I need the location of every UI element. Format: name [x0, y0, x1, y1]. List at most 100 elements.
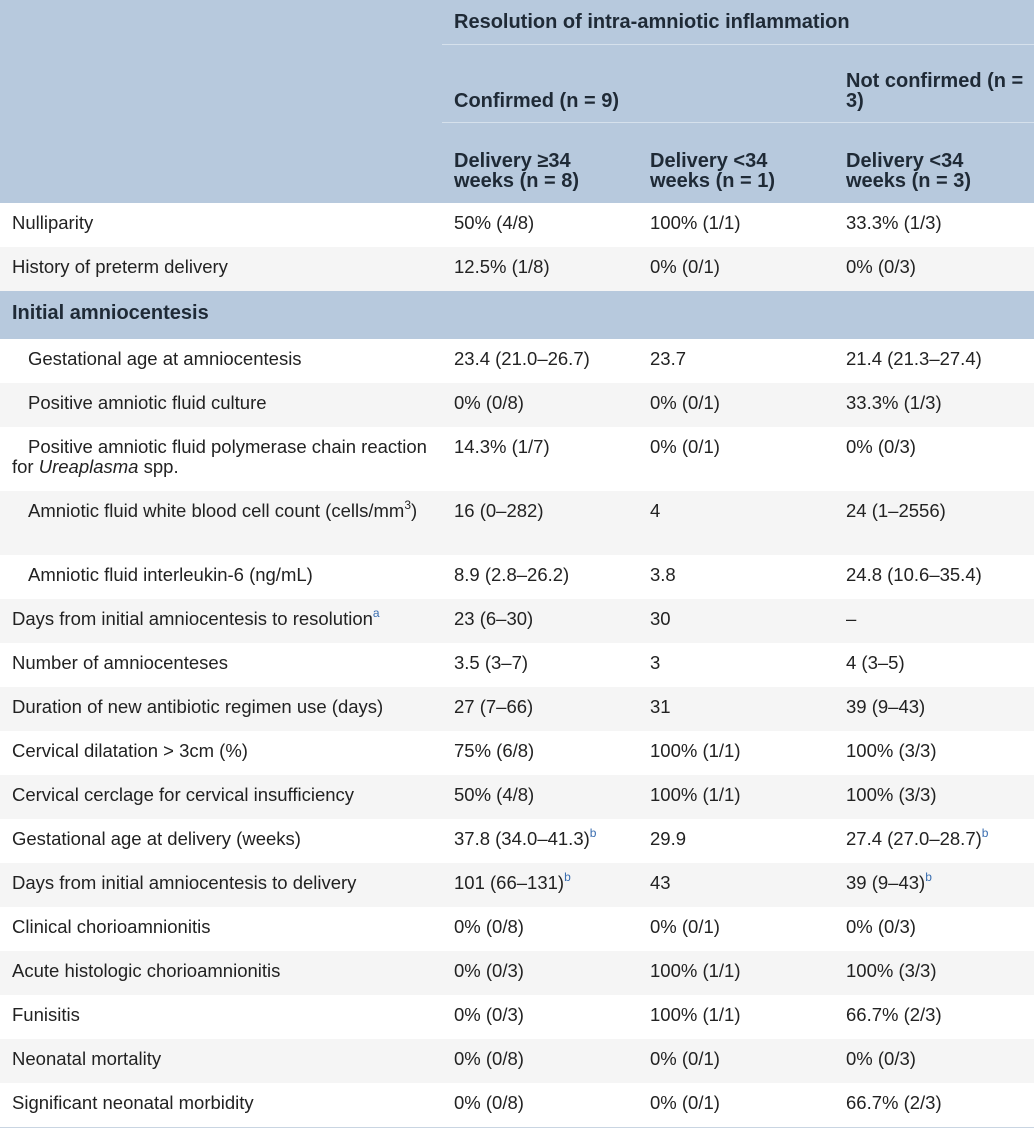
cell-value: 66.7% (2/3) — [834, 1083, 1034, 1128]
row-label-text: Days from initial amniocentesis to resol… — [12, 608, 373, 629]
cell-value: 37.8 (34.0–41.3)b — [442, 819, 638, 863]
table-row: Gestational age at delivery (weeks) 37.8… — [0, 819, 1034, 863]
cell-value: 4 (3–5) — [834, 643, 1034, 687]
table-row: Positive amniotic fluid polymerase chain… — [0, 427, 1034, 491]
table-row: Funisitis 0% (0/3) 100% (1/1) 66.7% (2/3… — [0, 995, 1034, 1039]
cell-value: 0% (0/1) — [638, 383, 834, 427]
footnote-link[interactable]: b — [589, 825, 597, 840]
cell-value: 0% (0/8) — [442, 907, 638, 951]
cell-value: 27.4 (27.0–28.7)b — [834, 819, 1034, 863]
table-row: Amniotic fluid interleukin-6 (ng/mL) 8.9… — [0, 555, 1034, 599]
cell-value: 100% (3/3) — [834, 951, 1034, 995]
group-header-title: Resolution of intra-amniotic inflammatio… — [442, 0, 1034, 45]
cell-value: – — [834, 599, 1034, 643]
cell-value: 27 (7–66) — [442, 687, 638, 731]
row-label-italic: Ureaplasma — [38, 456, 139, 477]
cell-value-text: 101 (66–131) — [454, 872, 565, 893]
table-row: Nulliparity 50% (4/8) 100% (1/1) 33.3% (… — [0, 203, 1034, 247]
cell-value: 16 (0–282) — [442, 491, 638, 555]
footnote-link[interactable]: b — [981, 825, 989, 840]
cell-value: 50% (4/8) — [442, 203, 638, 247]
column-header-delivery-lt34-not-confirmed: Delivery <34 weeks (n = 3) — [834, 122, 1034, 203]
table-body: Nulliparity 50% (4/8) 100% (1/1) 33.3% (… — [0, 203, 1034, 1128]
footnote-link[interactable]: a — [372, 605, 380, 620]
cell-value-text: 39 (9–43) — [846, 872, 926, 893]
column-header-delivery-lt34-confirmed: Delivery <34 weeks (n = 1) — [638, 122, 834, 203]
cell-value: 66.7% (2/3) — [834, 995, 1034, 1039]
cell-value: 29.9 — [638, 819, 834, 863]
row-label: Amniotic fluid interleukin-6 (ng/mL) — [0, 555, 442, 599]
cell-value: 0% (0/1) — [638, 907, 834, 951]
cell-value: 24 (1–2556) — [834, 491, 1034, 555]
section-row: Initial amniocentesis — [0, 291, 1034, 339]
cell-value: 4 — [638, 491, 834, 555]
row-label: Positive amniotic fluid polymerase chain… — [0, 427, 442, 491]
cell-value: 23 (6–30) — [442, 599, 638, 643]
row-label-text: Positive amniotic fluid polymerase chain… — [12, 436, 427, 477]
table-row: History of preterm delivery 12.5% (1/8) … — [0, 247, 1034, 291]
row-label: Days from initial amniocentesis to deliv… — [0, 863, 442, 907]
cell-value: 100% (3/3) — [834, 775, 1034, 819]
cell-value: 39 (9–43)b — [834, 863, 1034, 907]
row-label: Number of amniocenteses — [0, 643, 442, 687]
table-row: Duration of new antibiotic regimen use (… — [0, 687, 1034, 731]
cell-value: 0% (0/3) — [442, 951, 638, 995]
cell-value: 100% (1/1) — [638, 995, 834, 1039]
table-row: Cervical dilatation > 3cm (%) 75% (6/8) … — [0, 731, 1034, 775]
cell-value: 0% (0/1) — [638, 1039, 834, 1083]
row-label-text: ) — [411, 500, 418, 521]
cell-value: 8.9 (2.8–26.2) — [442, 555, 638, 599]
cell-value: 100% (1/1) — [638, 203, 834, 247]
row-label: Neonatal mortality — [0, 1039, 442, 1083]
footnote-link[interactable]: b — [925, 869, 932, 884]
cell-value: 12.5% (1/8) — [442, 247, 638, 291]
cell-value: 43 — [638, 863, 834, 907]
table-row: Neonatal mortality 0% (0/8) 0% (0/1) 0% … — [0, 1039, 1034, 1083]
cell-value: 24.8 (10.6–35.4) — [834, 555, 1034, 599]
cell-value: 21.4 (21.3–27.4) — [834, 339, 1034, 383]
cell-value: 100% (1/1) — [638, 731, 834, 775]
cell-value-text: 37.8 (34.0–41.3) — [454, 828, 590, 849]
table-row: Days from initial amniocentesis to resol… — [0, 599, 1034, 643]
row-label-text: Amniotic fluid white blood cell count (c… — [28, 500, 405, 521]
cell-value: 50% (4/8) — [442, 775, 638, 819]
table-row: Acute histologic chorioamnionitis 0% (0/… — [0, 951, 1034, 995]
footnote-link[interactable]: b — [564, 869, 571, 884]
cell-value: 100% (3/3) — [834, 731, 1034, 775]
header-corner-cell — [0, 44, 442, 123]
cell-value: 30 — [638, 599, 834, 643]
cell-value: 0% (0/3) — [834, 1039, 1034, 1083]
row-label: Clinical chorioamnionitis — [0, 907, 442, 951]
row-label: Cervical dilatation > 3cm (%) — [0, 731, 442, 775]
cell-value: 100% (1/1) — [638, 951, 834, 995]
not-confirmed-header: Not confirmed (n = 3) — [834, 44, 1034, 123]
header-corner-cell — [0, 122, 442, 203]
cell-value: 33.3% (1/3) — [834, 203, 1034, 247]
cell-value: 3.8 — [638, 555, 834, 599]
cell-value: 0% (0/3) — [834, 247, 1034, 291]
row-label-text: spp. — [143, 456, 179, 477]
row-label: Gestational age at amniocentesis — [0, 339, 442, 383]
cell-value: 31 — [638, 687, 834, 731]
row-label: Significant neonatal morbidity — [0, 1083, 442, 1128]
cell-value: 0% (0/1) — [638, 247, 834, 291]
row-label: Amniotic fluid white blood cell count (c… — [0, 491, 442, 555]
row-label: Cervical cerclage for cervical insuffici… — [0, 775, 442, 819]
table-row: Number of amniocenteses 3.5 (3–7) 3 4 (3… — [0, 643, 1034, 687]
cell-value: 75% (6/8) — [442, 731, 638, 775]
cell-value-text: 27.4 (27.0–28.7) — [846, 828, 982, 849]
row-label: Nulliparity — [0, 203, 442, 247]
row-label: History of preterm delivery — [0, 247, 442, 291]
cell-value: 101 (66–131)b — [442, 863, 638, 907]
cell-value: 0% (0/1) — [638, 1083, 834, 1128]
table-row: Gestational age at amniocentesis 23.4 (2… — [0, 339, 1034, 383]
cell-value: 23.4 (21.0–26.7) — [442, 339, 638, 383]
section-heading: Initial amniocentesis — [0, 291, 1034, 339]
cell-value: 0% (0/3) — [834, 907, 1034, 951]
table-row: Amniotic fluid white blood cell count (c… — [0, 491, 1034, 555]
cell-value: 33.3% (1/3) — [834, 383, 1034, 427]
row-label: Positive amniotic fluid culture — [0, 383, 442, 427]
table-row: Clinical chorioamnionitis 0% (0/8) 0% (0… — [0, 907, 1034, 951]
cell-value: 0% (0/8) — [442, 1083, 638, 1128]
